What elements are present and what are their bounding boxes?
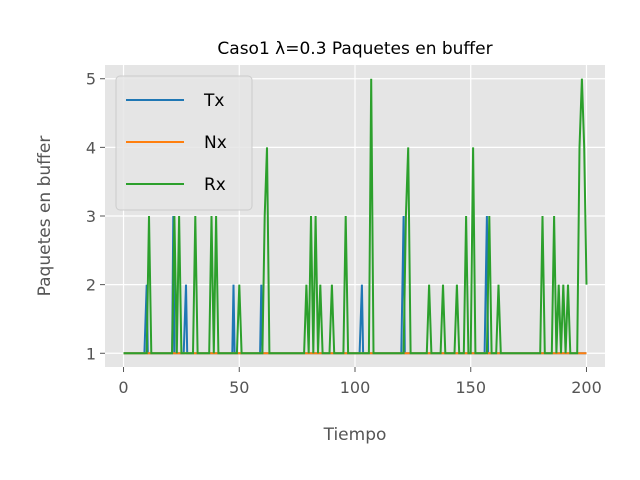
legend: Tx Nx Rx xyxy=(115,75,253,211)
x-tick-label: 50 xyxy=(229,378,249,397)
y-tick-label: 4 xyxy=(86,138,96,157)
x-axis-ticks: 0 50 100 150 200 xyxy=(118,367,602,397)
legend-nx-label: Nx xyxy=(204,133,227,153)
y-axis-ticks: 1 2 3 4 5 xyxy=(86,70,105,363)
legend-rx-label: Rx xyxy=(204,175,226,195)
x-tick-label: 150 xyxy=(455,378,486,397)
y-tick-label: 2 xyxy=(86,276,96,295)
x-tick-label: 0 xyxy=(118,378,128,397)
x-tick-label: 200 xyxy=(571,378,602,397)
y-tick-label: 1 xyxy=(86,344,96,363)
y-axis-label: Paquetes en buffer xyxy=(35,136,55,297)
x-tick-label: 100 xyxy=(340,378,371,397)
x-axis-label: Tiempo xyxy=(323,425,387,445)
series-layer xyxy=(123,78,588,355)
series-line-rx xyxy=(123,78,588,355)
chart-title: Caso1 λ=0.3 Paquetes en buffer xyxy=(217,39,492,59)
legend-tx-label: Tx xyxy=(203,91,224,111)
y-tick-label: 5 xyxy=(86,70,96,89)
y-tick-label: 3 xyxy=(86,207,96,226)
